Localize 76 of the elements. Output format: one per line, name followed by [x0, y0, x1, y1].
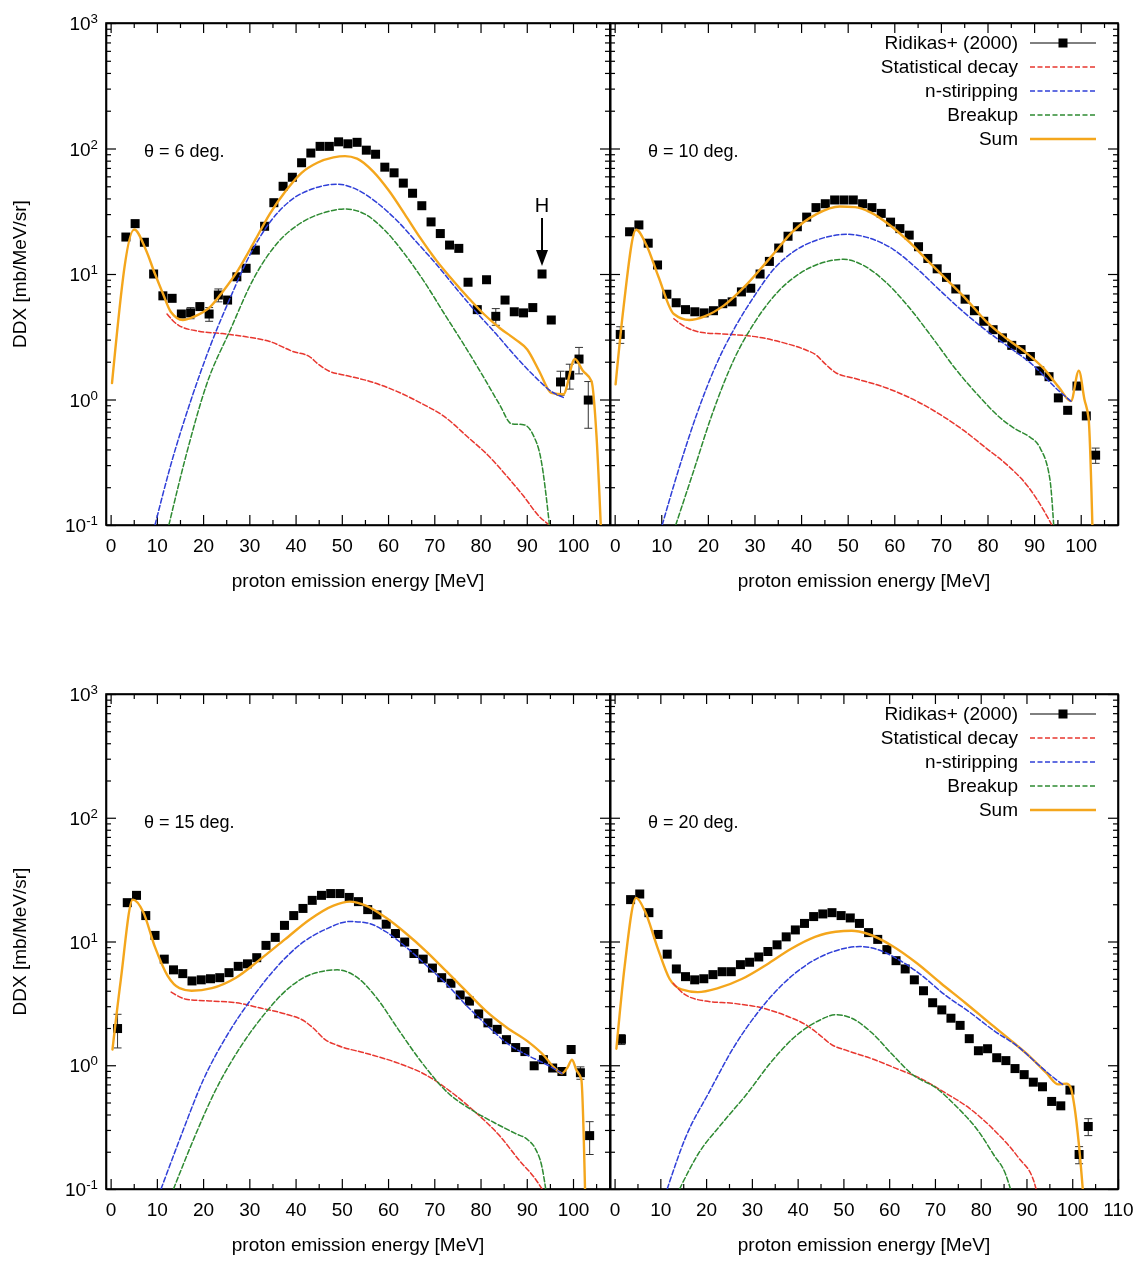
x-tick-label: 70	[930, 534, 952, 556]
legend-label: Ridikas+ (2000)	[884, 703, 1018, 724]
x-tick-label: 40	[791, 534, 813, 556]
x-axis-title: proton emission energy [MeV]	[737, 1234, 991, 1255]
x-tick-label: 30	[239, 1198, 261, 1220]
x-tick-label: 110	[1103, 1198, 1134, 1220]
x-tick-label: 0	[609, 1198, 621, 1220]
x-tick-label: 60	[377, 1198, 400, 1220]
x-tick-label: 80	[470, 534, 492, 556]
x-tick-label: 80	[977, 534, 999, 556]
y-tick-label: 10$^{2}$	[69, 136, 98, 160]
x-tick-label: 20	[193, 1198, 215, 1220]
y-tick-label: 10$^{0}$	[69, 387, 98, 411]
annotation: θ = 15 deg.	[144, 812, 235, 832]
x-tick-label: 80	[970, 1198, 992, 1220]
x-tick-label: 60	[884, 534, 906, 556]
y-axis-title: DDX [mb/MeV/sr]	[9, 200, 30, 348]
x-tick-label: 80	[470, 1198, 492, 1220]
x-tick-label: 90	[1016, 1198, 1038, 1220]
x-tick-label: 60	[879, 1198, 901, 1220]
x-tick-label: 50	[837, 534, 859, 556]
x-tick-label: 40	[787, 1198, 809, 1220]
legend-label: Statistical decay	[880, 56, 1019, 77]
x-tick-label: 30	[239, 534, 261, 556]
x-tick-label: 10	[146, 534, 168, 556]
annotation: θ = 10 deg.	[648, 141, 739, 161]
x-tick-label: 70	[424, 1198, 446, 1220]
y-tick-label: 10$^{1}$	[69, 929, 98, 953]
legend-label: Ridikas+ (2000)	[884, 32, 1018, 53]
legend-label: Breakup	[947, 775, 1018, 796]
x-tick-label: 60	[377, 534, 400, 556]
x-tick-label: 20	[193, 534, 215, 556]
annotation: θ = 6 deg.	[144, 141, 225, 161]
annotation: θ = 20 deg.	[648, 812, 739, 832]
x-tick-label: 50	[331, 534, 353, 556]
legend-label: Breakup	[947, 104, 1018, 125]
x-tick-label: 10	[146, 1198, 168, 1220]
y-tick-label: 10$^{-1}$	[65, 512, 98, 537]
x-tick-label: 70	[924, 1198, 947, 1220]
x-tick-label: 20	[696, 1198, 718, 1220]
y-axis-title: DDX [mb/MeV/sr]	[9, 867, 30, 1016]
x-tick-label: 0	[105, 534, 117, 556]
x-tick-label: 90	[1024, 534, 1046, 556]
legend-label: n-stiripping	[925, 751, 1018, 772]
x-axis-title: proton emission energy [MeV]	[231, 1234, 485, 1255]
x-tick-label: 40	[285, 534, 307, 556]
x-axis-title: proton emission energy [MeV]	[737, 570, 991, 591]
x-tick-label: 90	[516, 1198, 538, 1220]
x-tick-label: 70	[424, 534, 446, 556]
x-tick-label: 100	[1056, 1198, 1089, 1220]
x-tick-label: 100	[1065, 534, 1098, 556]
x-tick-label: 100	[557, 1198, 590, 1220]
x-tick-label: 50	[833, 1198, 855, 1220]
annotation: H	[534, 194, 550, 216]
legend-label: n-stiripping	[925, 80, 1018, 101]
x-tick-label: 30	[744, 534, 766, 556]
y-tick-label: 10$^{3}$	[69, 681, 98, 706]
x-tick-label: 90	[516, 534, 538, 556]
x-tick-label: 20	[697, 534, 719, 556]
x-tick-label: 100	[557, 534, 590, 556]
x-tick-label: 30	[741, 1198, 763, 1220]
x-tick-label: 10	[650, 1198, 672, 1220]
y-tick-label: 10$^{1}$	[69, 261, 98, 286]
x-tick-label: 0	[609, 534, 621, 556]
y-tick-label: 10$^{3}$	[69, 10, 98, 35]
legend-label: Sum	[978, 799, 1018, 820]
x-axis-title: proton emission energy [MeV]	[231, 570, 485, 591]
y-tick-label: 10$^{-1}$	[65, 1176, 98, 1201]
y-tick-label: 10$^{2}$	[69, 805, 98, 829]
x-tick-label: 0	[105, 1198, 117, 1220]
x-tick-label: 10	[651, 534, 673, 556]
legend-label: Sum	[978, 128, 1018, 149]
x-tick-label: 50	[331, 1198, 353, 1220]
y-tick-label: 10$^{0}$	[69, 1052, 98, 1077]
x-tick-label: 40	[285, 1198, 307, 1220]
legend-label: Statistical decay	[880, 727, 1019, 748]
